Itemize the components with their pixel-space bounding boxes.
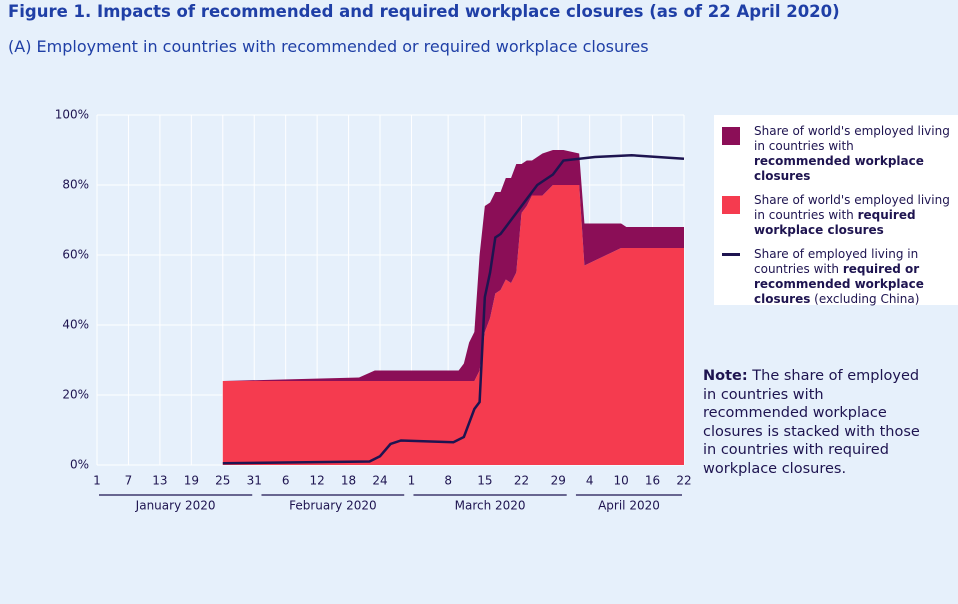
month-label: March 2020 xyxy=(455,499,526,513)
legend-text-part: (excluding China) xyxy=(810,292,920,306)
legend-item: Share of world's employed living in coun… xyxy=(722,193,950,238)
x-tick-label: 7 xyxy=(125,474,133,488)
x-tick-label: 16 xyxy=(645,474,660,488)
x-tick-label: 4 xyxy=(586,474,594,488)
month-label: January 2020 xyxy=(135,499,216,513)
x-tick-label: 1 xyxy=(93,474,101,488)
chart-title: Figure 1. Impacts of recommended and req… xyxy=(8,2,840,21)
x-tick-label: 24 xyxy=(372,474,387,488)
x-tick-label: 8 xyxy=(444,474,452,488)
note: Note: The share of employed in countries… xyxy=(703,367,928,478)
note-text: The share of employed in countries with … xyxy=(703,368,920,477)
chart-subtitle: (A) Employment in countries with recomme… xyxy=(8,37,649,56)
x-tick-label: 22 xyxy=(514,474,529,488)
x-tick-label: 12 xyxy=(309,474,324,488)
x-tick-label: 25 xyxy=(215,474,230,488)
x-tick-label: 18 xyxy=(341,474,356,488)
area xyxy=(222,185,685,465)
legend-text-part: Share of world's employed living in coun… xyxy=(754,193,950,222)
y-tick-label: 20% xyxy=(62,388,89,402)
legend-text: Share of employed living in countries wi… xyxy=(754,247,950,307)
y-tick-label: 80% xyxy=(62,178,89,192)
legend-text: Share of world's employed living in coun… xyxy=(754,124,950,184)
legend-text: Share of world's employed living in coun… xyxy=(754,193,950,238)
legend: Share of world's employed living in coun… xyxy=(714,115,958,307)
note-label: Note: xyxy=(703,368,748,384)
x-tick-label: 22 xyxy=(676,474,691,488)
legend-text-part: recommended workplace closures xyxy=(754,154,924,183)
x-tick-label: 1 xyxy=(408,474,416,488)
legend-text-part: required or recommended workplace closur… xyxy=(754,262,924,306)
y-tick-label: 40% xyxy=(62,318,89,332)
month-label: April 2020 xyxy=(598,499,660,513)
y-tick-label: 60% xyxy=(62,248,89,262)
x-tick-label: 13 xyxy=(152,474,167,488)
x-tick-label: 6 xyxy=(282,474,290,488)
month-label: February 2020 xyxy=(289,499,377,513)
y-tick-label: 0% xyxy=(70,458,89,472)
legend-text-part: Share of employed living in countries wi… xyxy=(754,247,919,276)
x-tick-label: 15 xyxy=(477,474,492,488)
y-tick-label: 100% xyxy=(55,108,89,122)
legend-item: Share of employed living in countries wi… xyxy=(722,247,950,307)
x-tick-label: 19 xyxy=(184,474,199,488)
legend-swatch xyxy=(722,196,740,214)
legend-text-part: Share of world's employed living in coun… xyxy=(754,124,950,153)
legend-text-part: required workplace closures xyxy=(754,208,916,237)
legend-item: Share of world's employed living in coun… xyxy=(722,124,950,184)
x-tick-label: 29 xyxy=(551,474,566,488)
legend-swatch xyxy=(722,127,740,145)
x-tick-label: 31 xyxy=(247,474,262,488)
line xyxy=(222,153,685,465)
legend-swatch xyxy=(722,253,740,256)
x-tick-label: 10 xyxy=(613,474,628,488)
